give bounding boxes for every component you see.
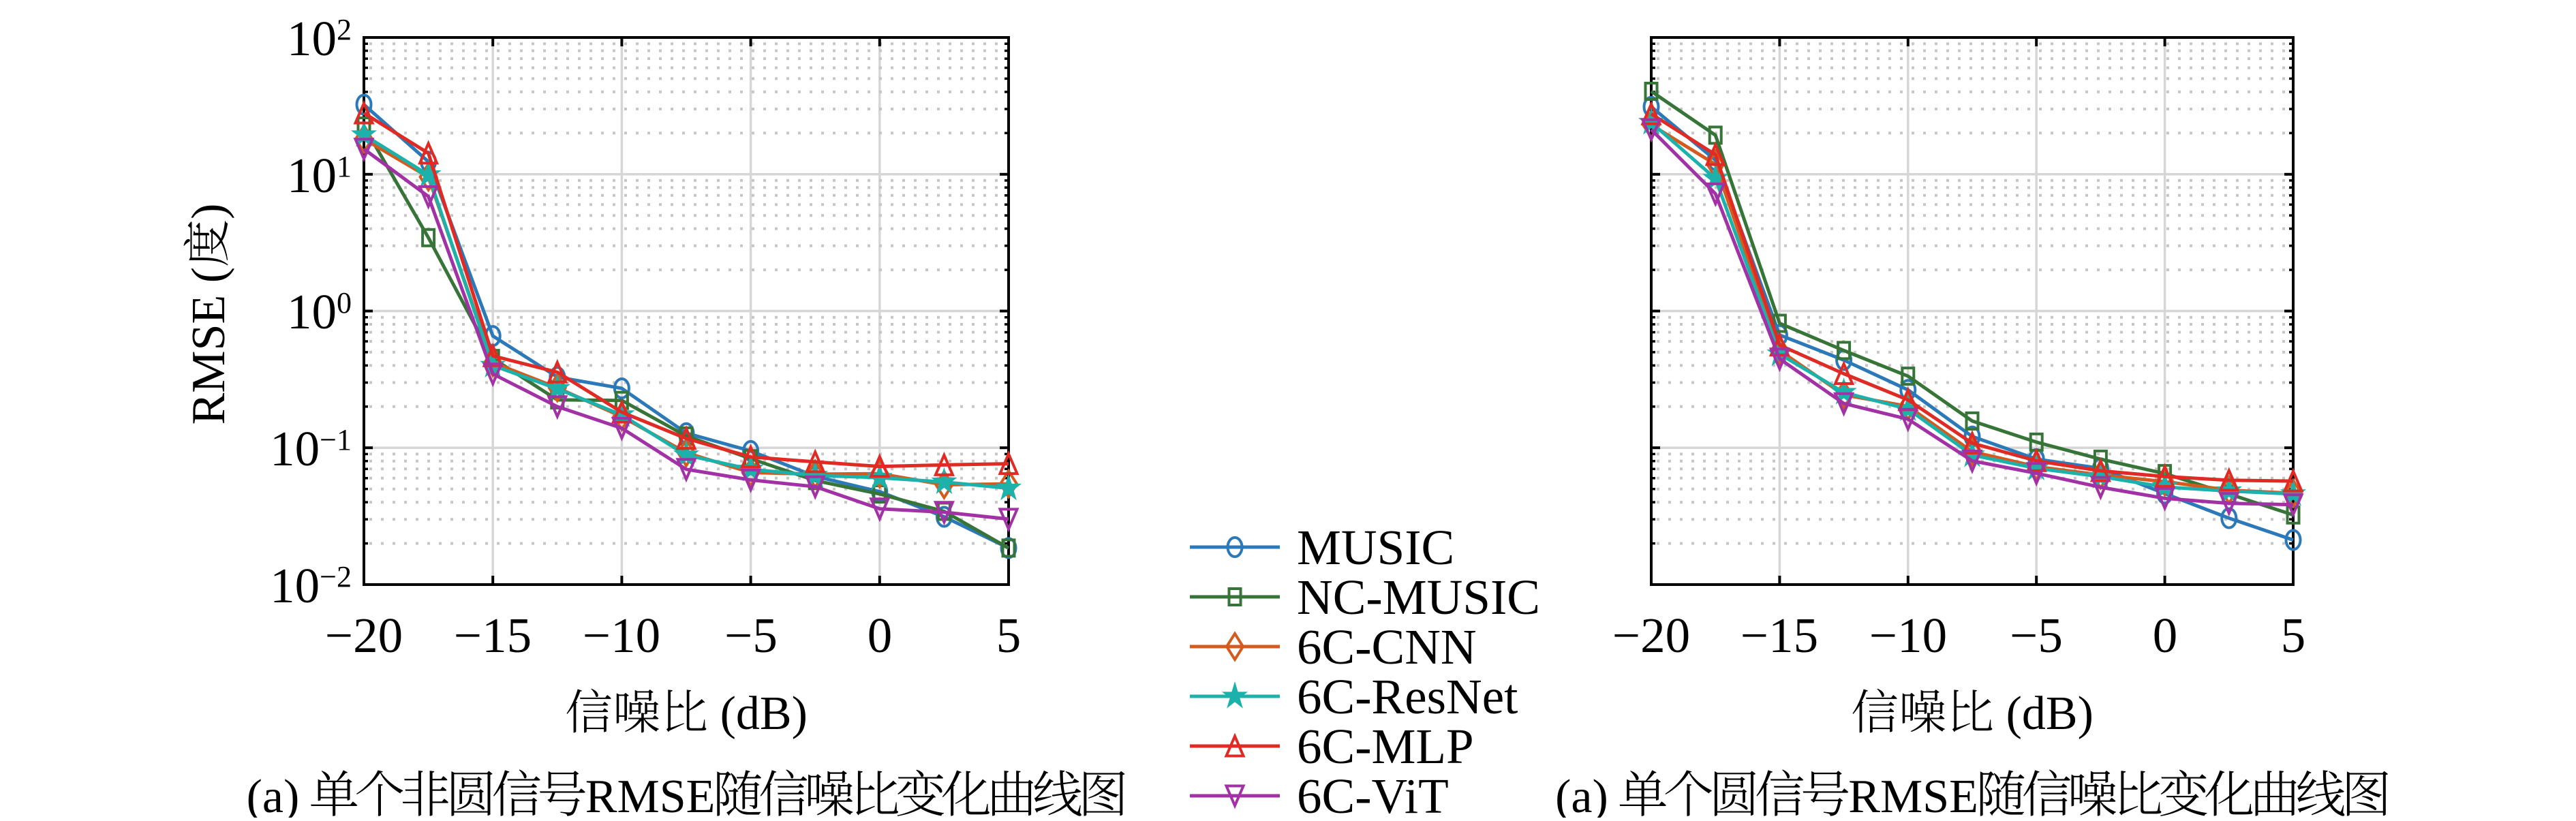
- svg-text:(a): (a): [1555, 771, 1608, 818]
- svg-text:−5: −5: [724, 608, 778, 663]
- svg-text:−5: −5: [2010, 608, 2063, 663]
- svg-text:5: 5: [996, 608, 1022, 663]
- svg-text:−10: −10: [583, 608, 660, 663]
- svg-text:RMSE: RMSE: [585, 771, 716, 818]
- svg-text:−20: −20: [325, 608, 403, 663]
- svg-text:): ): [183, 204, 235, 219]
- svg-text:RMSE: RMSE: [1848, 771, 1978, 818]
- svg-text:(dB): (dB): [720, 687, 808, 740]
- svg-text:−15: −15: [454, 608, 532, 663]
- svg-text:(a): (a): [247, 771, 300, 818]
- svg-text:6C-ResNet: 6C-ResNet: [1297, 669, 1518, 724]
- svg-text:0: 0: [2153, 608, 2178, 663]
- svg-text:NC-MUSIC: NC-MUSIC: [1297, 570, 1540, 625]
- svg-text:−20: −20: [1612, 608, 1690, 663]
- svg-text:100: 100: [287, 284, 352, 339]
- svg-text:0: 0: [868, 608, 893, 663]
- svg-text:6C-MLP: 6C-MLP: [1297, 719, 1474, 774]
- svg-text:−10: −10: [1869, 608, 1947, 663]
- svg-text:RMSE (: RMSE (: [183, 267, 235, 424]
- svg-text:102: 102: [287, 11, 352, 66]
- svg-text:(dB): (dB): [2006, 687, 2094, 740]
- svg-text:6C-ViT: 6C-ViT: [1297, 769, 1449, 818]
- svg-text:10−2: 10−2: [270, 558, 352, 613]
- svg-text:10−1: 10−1: [270, 421, 352, 476]
- svg-text:101: 101: [287, 148, 352, 203]
- svg-text:−15: −15: [1741, 608, 1818, 663]
- svg-text:6C-CNN: 6C-CNN: [1297, 619, 1477, 675]
- svg-text:5: 5: [2281, 608, 2306, 663]
- svg-text:MUSIC: MUSIC: [1297, 520, 1454, 575]
